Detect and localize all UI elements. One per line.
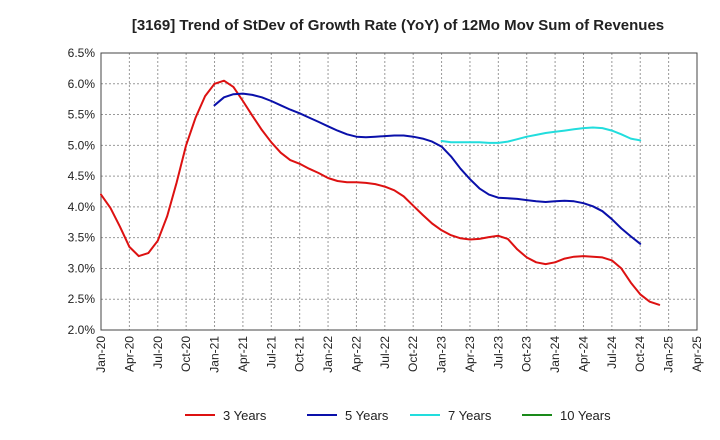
series-line	[213, 92, 642, 245]
x-tick-label: Oct-21	[293, 336, 307, 372]
chart-title: [3169] Trend of StDev of Growth Rate (Yo…	[132, 17, 664, 34]
x-tick-label: Apr-22	[349, 336, 363, 372]
plot-area	[101, 53, 697, 330]
x-tick-label: Oct-23	[520, 336, 534, 372]
y-tick-label: 5.5%	[68, 108, 96, 122]
y-tick-label: 4.5%	[68, 169, 96, 183]
x-tick-label: Apr-25	[690, 336, 704, 372]
x-tick-label: Apr-20	[122, 336, 136, 372]
legend-label: 7 Years	[448, 408, 492, 423]
x-tick-label: Jan-24	[548, 336, 562, 373]
x-tick-label: Jul-24	[605, 336, 619, 369]
x-tick-label: Apr-24	[576, 336, 590, 372]
legend-label: 5 Years	[345, 408, 389, 423]
x-tick-label: Jan-22	[321, 336, 335, 373]
x-tick-label: Jan-20	[94, 336, 108, 373]
x-tick-label: Jan-21	[208, 336, 222, 373]
y-tick-label: 2.0%	[68, 323, 96, 337]
y-tick-label: 3.5%	[68, 231, 96, 245]
axes: 2.0% 2.5% 3.0% 3.5% 4.0% 4.5% 5.0% 5.5% 6.0% 6.5%…	[68, 46, 704, 373]
x-tick-label: Apr-23	[463, 336, 477, 372]
y-tick-label: 6.0%	[68, 77, 96, 91]
y-tick-label: 2.5%	[68, 292, 96, 306]
x-tick-label: Jul-22	[378, 336, 392, 369]
series-line	[440, 126, 642, 144]
x-tick-label: Oct-20	[179, 336, 193, 372]
y-tick-label: 3.0%	[68, 261, 96, 275]
x-tick-label: Jan-25	[662, 336, 676, 373]
x-tick-label: Jul-21	[264, 336, 278, 369]
y-tick-label: 6.5%	[68, 46, 96, 60]
x-tick-label: Jul-20	[151, 336, 165, 369]
y-tick-label: 4.0%	[68, 200, 96, 214]
y-tick-label: 5.0%	[68, 138, 96, 152]
series-line	[100, 79, 661, 306]
legend: 3 Years 5 Years 7 Years 10 Years	[185, 408, 611, 423]
plot-frame	[100, 52, 698, 331]
x-tick-label: Apr-21	[236, 336, 250, 372]
legend-label: 3 Years	[223, 408, 267, 423]
x-tick-label: Jul-23	[491, 336, 505, 369]
legend-label: 10 Years	[560, 408, 611, 423]
x-tick-label: Oct-22	[406, 336, 420, 372]
x-tick-label: Oct-24	[633, 336, 647, 372]
series-lines	[100, 79, 661, 306]
x-tick-label: Jan-23	[435, 336, 449, 373]
grid	[101, 53, 697, 330]
